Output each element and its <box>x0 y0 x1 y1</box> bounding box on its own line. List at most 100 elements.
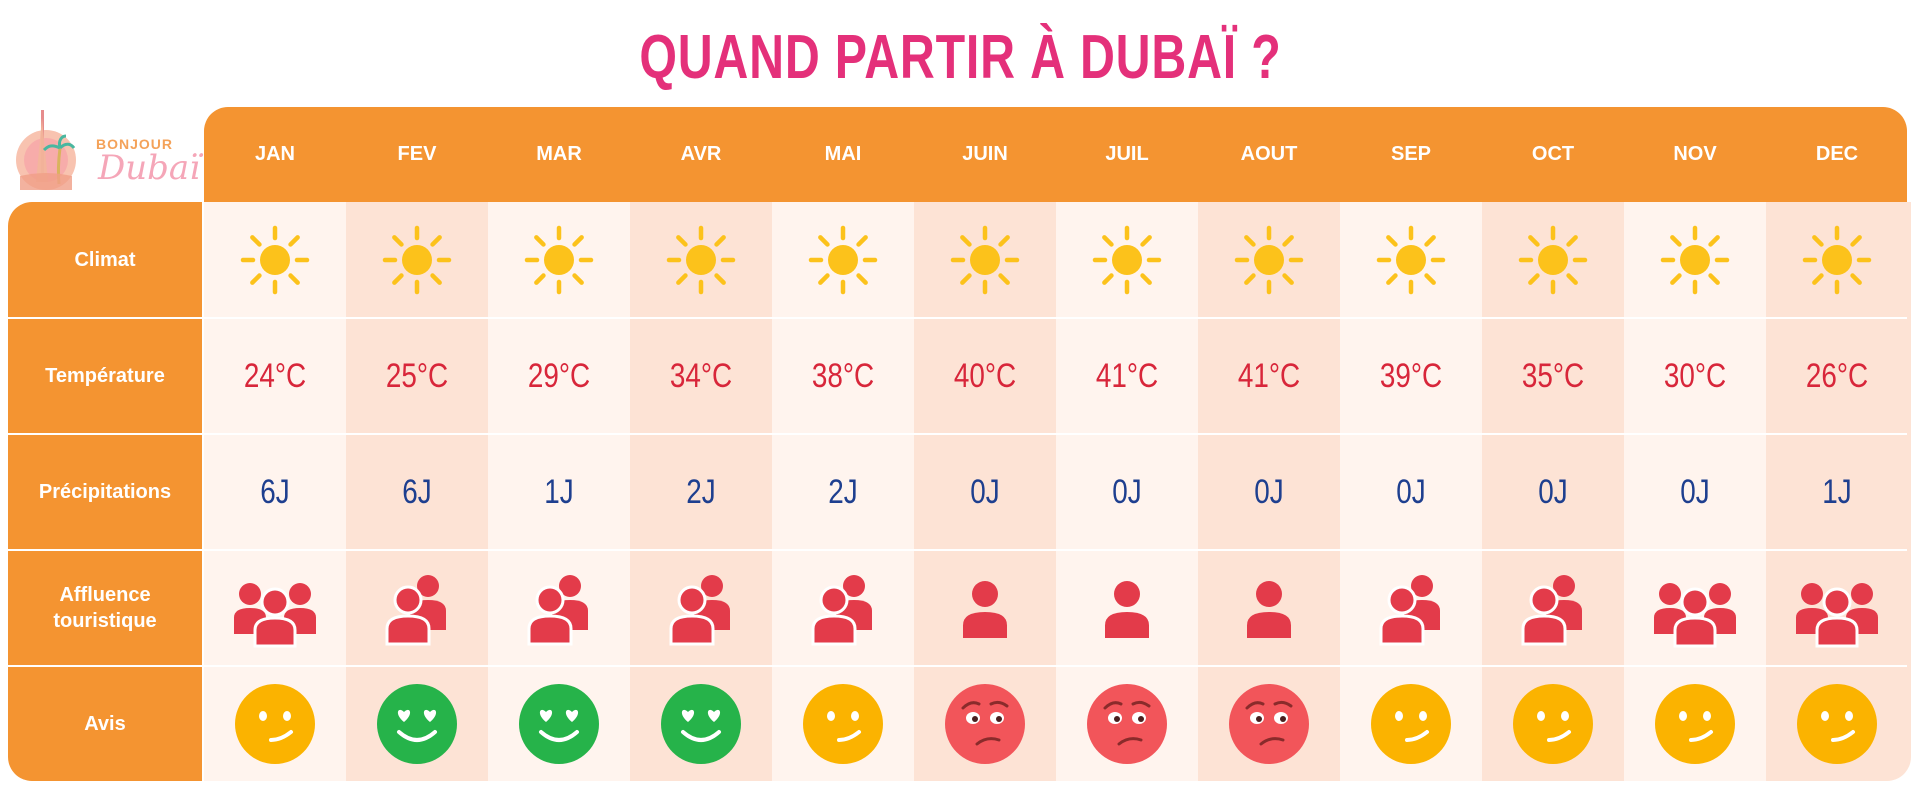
precipitation-cell: 2J <box>772 434 914 550</box>
climate-cell <box>772 202 914 318</box>
climate-cell <box>488 202 630 318</box>
crowd-cell <box>1340 550 1482 666</box>
crowd-cell <box>772 550 914 666</box>
crowd-one-person-icon <box>1105 581 1149 638</box>
smiley-neutral-icon <box>1371 683 1451 764</box>
smiley-neutral-icon <box>1797 683 1877 764</box>
month-header: AOUT <box>1240 143 1298 165</box>
climate-cell <box>630 202 772 318</box>
climate-cell <box>1766 202 1908 318</box>
precipitation-cell: 0J <box>1340 434 1482 550</box>
mood-cell <box>204 666 346 781</box>
temperature-cell: 26°C <box>1766 318 1908 434</box>
temperature-value: 30°C <box>1663 356 1727 395</box>
sun-icon <box>808 225 878 295</box>
crowd-two-people-icon <box>1379 575 1440 646</box>
mood-cell <box>1340 666 1482 781</box>
month-header: DEC <box>1815 143 1859 165</box>
month-header: JUIL <box>1105 143 1149 165</box>
temperature-cell: 40°C <box>914 318 1056 434</box>
sun-icon <box>1092 225 1162 295</box>
sun-icon <box>1660 225 1730 295</box>
row-label-avis: Avis <box>84 712 126 735</box>
precipitation-cell: 0J <box>1482 434 1624 550</box>
temperature-cell: 39°C <box>1340 318 1482 434</box>
crowd-two-people-icon <box>811 575 872 646</box>
temperature-cell: 41°C <box>1056 318 1198 434</box>
precipitation-cell: 0J <box>1198 434 1340 550</box>
row-label-temperature: Température <box>45 365 165 387</box>
precipitation-value: 0J <box>1538 472 1568 511</box>
mood-cell <box>1766 666 1908 781</box>
climate-cell <box>1340 202 1482 318</box>
temperature-cell: 41°C <box>1198 318 1340 434</box>
crowd-cell <box>488 550 630 666</box>
mood-cell <box>1624 666 1766 781</box>
climate-cell <box>1056 202 1198 318</box>
precipitation-cell: 0J <box>1624 434 1766 550</box>
temperature-value: 41°C <box>1095 356 1159 395</box>
temperature-value: 25°C <box>385 356 449 395</box>
precipitation-value: 2J <box>828 472 858 511</box>
row-divider <box>8 665 1907 667</box>
climate-cell <box>1198 202 1340 318</box>
precipitation-value: 6J <box>260 472 290 511</box>
mood-cell <box>1198 666 1340 781</box>
month-header: JUIN <box>962 143 1008 165</box>
temperature-value: 26°C <box>1805 356 1869 395</box>
logo-mark-icon <box>16 110 76 190</box>
month-header: JAN <box>254 143 295 165</box>
crowd-cell <box>1198 550 1340 666</box>
month-header: AVR <box>680 143 722 165</box>
mood-cell <box>630 666 772 781</box>
smiley-love-icon <box>377 683 457 764</box>
crowd-three-people-icon <box>1654 583 1736 648</box>
row-label-affluence: Affluence touristique <box>8 550 202 666</box>
page-title: QUAND PARTIR À DUBAÏ ? <box>639 23 1282 92</box>
sun-icon <box>950 225 1020 295</box>
climate-cell <box>914 202 1056 318</box>
mood-cell <box>1482 666 1624 781</box>
precipitation-cell: 6J <box>346 434 488 550</box>
month-header: SEP <box>1390 143 1432 165</box>
precipitation-cell: 0J <box>1056 434 1198 550</box>
temperature-value: 41°C <box>1237 356 1301 395</box>
precipitation-value: 0J <box>970 472 1000 511</box>
crowd-two-people-icon <box>527 575 588 646</box>
row-divider <box>8 317 1907 319</box>
smiley-worried-icon <box>1087 683 1167 764</box>
crowd-two-people-icon <box>385 575 446 646</box>
crowd-cell <box>346 550 488 666</box>
temperature-value: 29°C <box>527 356 591 395</box>
month-header: OCT <box>1531 143 1575 165</box>
crowd-cell <box>1056 550 1198 666</box>
mood-cell <box>772 666 914 781</box>
temperature-value: 38°C <box>811 356 875 395</box>
temperature-value: 35°C <box>1521 356 1585 395</box>
smiley-neutral-icon <box>1655 683 1735 764</box>
crowd-cell <box>1766 550 1908 666</box>
climate-cell <box>1482 202 1624 318</box>
row-label-affluence-line1: Affluence <box>59 584 151 606</box>
temperature-cell: 25°C <box>346 318 488 434</box>
temperature-value: 24°C <box>243 356 307 395</box>
crowd-two-people-icon <box>669 575 730 646</box>
climate-cell <box>1624 202 1766 318</box>
logo: BONJOUR Dubaï <box>8 104 200 196</box>
temperature-cell: 34°C <box>630 318 772 434</box>
temperature-cell: 35°C <box>1482 318 1624 434</box>
sun-icon <box>240 225 310 295</box>
smiley-neutral-icon <box>803 683 883 764</box>
temperature-value: 34°C <box>669 356 733 395</box>
climate-cell <box>204 202 346 318</box>
smiley-worried-icon <box>1229 683 1309 764</box>
smiley-neutral-icon <box>235 683 315 764</box>
logo-text-top: BONJOUR <box>96 136 174 152</box>
precipitation-cell: 6J <box>204 434 346 550</box>
precipitation-cell: 0J <box>914 434 1056 550</box>
precipitation-value: 0J <box>1254 472 1284 511</box>
temperature-value: 40°C <box>953 356 1017 395</box>
row-label-climat: Climat <box>74 249 136 271</box>
mood-cell <box>346 666 488 781</box>
month-header: NOV <box>1673 143 1717 165</box>
